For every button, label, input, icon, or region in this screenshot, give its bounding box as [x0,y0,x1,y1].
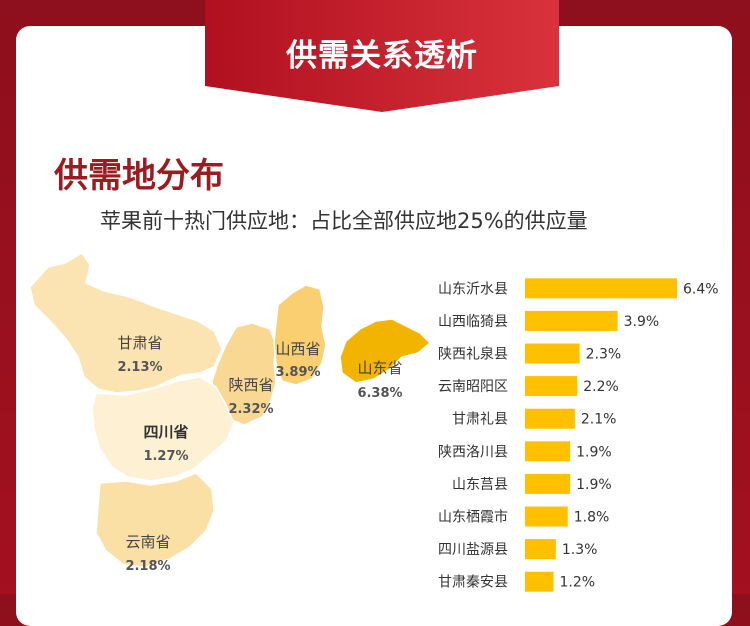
map-label-sichuan: 四川省 [143,423,188,441]
map-label-shanxi: 山西省 [275,340,320,358]
map-region-yunnan [95,472,215,568]
map-label-shaanxi: 陕西省 [228,376,273,394]
map-value-shaanxi: 2.32% [228,402,273,417]
bar [525,278,677,299]
bar-category-label: 山东沂水县 [438,281,508,297]
bar-category-label: 陕西礼泉县 [438,346,508,363]
map-value-gansu: 2.13% [117,360,162,375]
bar [525,310,618,331]
map-region-shandong [339,318,430,384]
bar [525,343,580,364]
bar [525,408,575,429]
bar-value-label: 2.2% [583,379,619,395]
supply-bar-chart: 山东沂水县 6.4% 山西临猗县 3.9% 陕西礼泉县 2.3% 云南昭阳区 2.2% 甘肃礼县… [438,278,719,592]
bar-value-label: 2.1% [581,412,617,428]
map-label-gansu: 甘肃省 [117,334,162,352]
map-value-yunnan: 2.18% [125,559,170,574]
bar [525,441,571,462]
bar [525,506,568,527]
bar-value-label: 1.2% [560,575,596,591]
map-value-shanxi: 3.89% [275,365,320,380]
bar-value-label: 2.3% [586,347,622,363]
map-label-yunnan: 云南省 [125,533,170,551]
bar-category-label: 云南昭阳区 [438,379,508,395]
bar-value-label: 1.9% [576,444,612,460]
map-region-gansu [30,251,223,394]
bar-category-label: 四川盐源县 [438,542,508,558]
section-subtitle: 苹果前十热门供应地：占比全部供应地25%的供应量 [100,209,588,233]
bar-category-label: 山西临猗县 [438,314,508,330]
province-map: 甘肃省 2.13% 山西省 3.89% 陕西省 2.32% 山东省 6.38% … [30,251,430,574]
bar [525,539,556,560]
bar-value-label: 1.3% [562,542,598,558]
bar-category-label: 山东栖霞市 [438,509,508,526]
title-banner [205,0,559,112]
bar-value-label: 1.9% [576,477,612,493]
banner-title: 供需关系透析 [286,38,478,74]
bar-category-label: 山东莒县 [452,477,508,493]
map-label-shandong: 山东省 [357,359,402,377]
bar-value-label: 3.9% [624,314,660,330]
map-region-sichuan [91,376,235,482]
bar-value-label: 6.4% [683,281,719,297]
bar-value-label: 1.8% [574,510,610,526]
map-value-sichuan: 1.27% [143,449,188,464]
bar [525,473,571,494]
map-region-shaanxi [211,322,277,426]
bar [525,571,554,592]
bar [525,376,578,397]
map-region-shanxi [273,284,327,386]
bar-category-label: 陕西洛川县 [438,444,508,460]
map-value-shandong: 6.38% [357,386,402,401]
bar-category-label: 甘肃礼县 [452,412,508,428]
bar-category-label: 甘肃秦安县 [438,575,508,591]
section-title: 供需地分布 [54,156,224,196]
